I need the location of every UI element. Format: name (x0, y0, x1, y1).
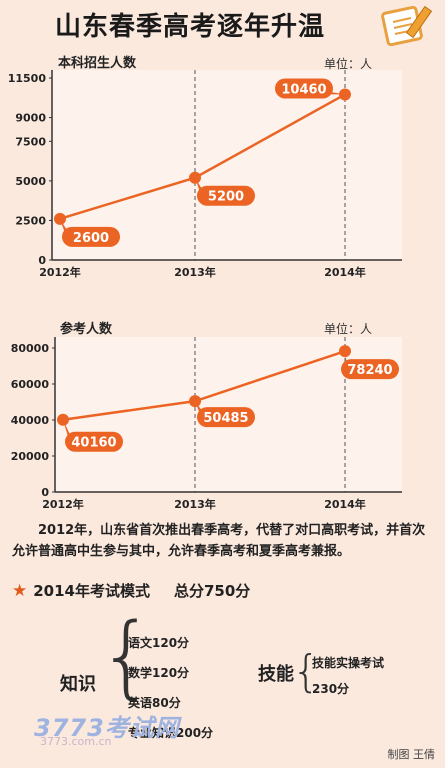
chart1-data-label-bg (275, 78, 333, 99)
chart2-unit: 单位：人 (324, 322, 373, 336)
chart2-ytick-label: 60000 (11, 378, 50, 391)
chart1-xtick-label: 2012年 (39, 265, 81, 279)
chart1-ytick-label: 7500 (15, 135, 46, 148)
chart2-ytick-label: 40000 (11, 414, 50, 427)
site-logo: 3773考试网 (34, 714, 180, 742)
knowledge-brace-icon: { (98, 604, 156, 709)
chart1-data-label: 10460 (281, 82, 326, 97)
chart2-ytick-label: 20000 (11, 450, 50, 463)
chart1-ytick-label: 5000 (15, 175, 46, 188)
chart2-data-label: 40160 (71, 436, 116, 451)
chart2-data-label: 78240 (347, 363, 392, 378)
chart2-title: 参考人数 (60, 322, 113, 337)
chart1-ytick-label: 0 (38, 254, 46, 267)
chart2-xtick-label: 2014年 (324, 497, 366, 511)
star-icon: ★ (12, 580, 28, 601)
exam-total-score: 总分750分 (174, 582, 251, 600)
knowledge-item-english: 英语80分 (128, 696, 181, 710)
chart2-xtick-label: 2013年 (174, 497, 216, 511)
skills-item-score: 230分 (312, 682, 350, 696)
chart-enrollment: 0 2500 5000 7500 9000 11500 2012年 2013年 2014年 260… (8, 70, 402, 279)
skills-brace-icon: { (292, 646, 320, 697)
chart1-ytick-label: 11500 (8, 72, 47, 85)
page-title: 山东春季高考逐年升温 (54, 12, 325, 42)
skills-label: 技能 (258, 664, 294, 685)
chart2-data-label-bg (197, 407, 255, 428)
document-pencil-icon (381, 5, 433, 46)
site-logo-url: 3773.com.cn (40, 735, 112, 748)
chart1-data-label-bg (197, 185, 255, 206)
chart1-data-label-bg (62, 226, 120, 247)
chart1-data-label: 2600 (73, 231, 109, 246)
chart-examinees: 0 20000 40000 60000 80000 2012年 2013年 2014年 4016… (11, 337, 402, 511)
chart1-unit: 单位：人 (324, 57, 373, 71)
chart2-data-label: 50485 (203, 411, 248, 426)
chart1-data-label: 5200 (208, 190, 244, 205)
exam-mode-title: 2014年考试模式 (33, 582, 150, 600)
chart2-xtick-label: 2012年 (42, 497, 84, 511)
skills-item-exam: 技能实操考试 (312, 656, 385, 670)
chart2-ytick-label: 0 (41, 486, 49, 499)
exam-mode-header: ★ 2014年考试模式 总分750分 (12, 580, 250, 601)
chart2-data-label-bg (341, 359, 399, 380)
chart1-ytick-label: 2500 (15, 214, 46, 227)
knowledge-item-chinese: 语文120分 (128, 636, 190, 650)
credit-text: 制图 王倩 (387, 748, 436, 761)
chart2-ytick-label: 80000 (11, 342, 50, 355)
knowledge-item-professional: 专业知识200分 (128, 726, 214, 740)
knowledge-label: 知识 (60, 674, 96, 695)
chart1-xtick-label: 2013年 (174, 265, 216, 279)
chart2-data-label-bg (65, 431, 123, 452)
chart1-title: 本科招生人数 (58, 56, 137, 71)
knowledge-item-math: 数学120分 (128, 666, 190, 680)
chart1-ytick-label: 9000 (15, 112, 46, 125)
description-paragraph: 2012年，山东省首次推出春季高考，代替了对口高职考试，并首次允许普通高中生参与… (12, 523, 426, 559)
chart1-xtick-label: 2014年 (324, 265, 366, 279)
